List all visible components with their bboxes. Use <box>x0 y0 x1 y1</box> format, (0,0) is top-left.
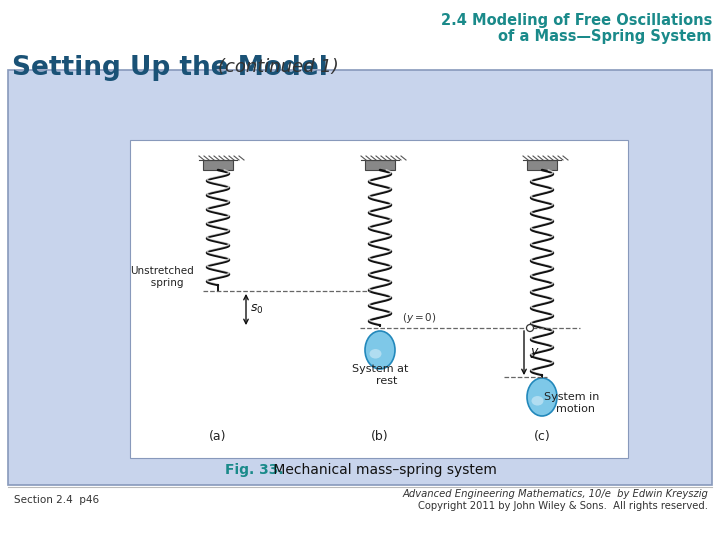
Bar <box>203 160 233 170</box>
Text: of a Mass—Spring System: of a Mass—Spring System <box>498 29 712 44</box>
Text: (continued 1): (continued 1) <box>218 58 338 76</box>
Text: (a): (a) <box>210 430 227 443</box>
Text: Mechanical mass–spring system: Mechanical mass–spring system <box>269 463 497 477</box>
Ellipse shape <box>369 349 382 359</box>
Circle shape <box>526 325 534 332</box>
Text: Section 2.4  p46: Section 2.4 p46 <box>14 495 99 505</box>
Text: (b): (b) <box>372 430 389 443</box>
Text: Unstretched
   spring: Unstretched spring <box>130 266 194 288</box>
Text: $(y = 0)$: $(y = 0)$ <box>402 311 436 325</box>
Text: Advanced Engineering Mathematics, 10/e  by Edwin Kreyszig: Advanced Engineering Mathematics, 10/e b… <box>402 489 708 499</box>
Text: (c): (c) <box>534 430 550 443</box>
Bar <box>527 160 557 170</box>
Text: $y$: $y$ <box>530 346 540 360</box>
Ellipse shape <box>527 378 557 416</box>
Ellipse shape <box>365 331 395 369</box>
Bar <box>130 140 628 458</box>
Text: System at
    rest: System at rest <box>352 364 408 386</box>
Text: 2.4 Modeling of Free Oscillations: 2.4 Modeling of Free Oscillations <box>441 13 712 28</box>
Text: System in
  motion: System in motion <box>544 392 600 414</box>
Text: Setting Up the Model: Setting Up the Model <box>12 55 328 81</box>
Ellipse shape <box>531 396 544 406</box>
Text: Fig. 33.: Fig. 33. <box>225 463 284 477</box>
Text: $s_0$: $s_0$ <box>250 303 264 316</box>
Bar <box>8 70 712 485</box>
Text: Copyright 2011 by John Wiley & Sons.  All rights reserved.: Copyright 2011 by John Wiley & Sons. All… <box>418 501 708 511</box>
Bar <box>365 160 395 170</box>
